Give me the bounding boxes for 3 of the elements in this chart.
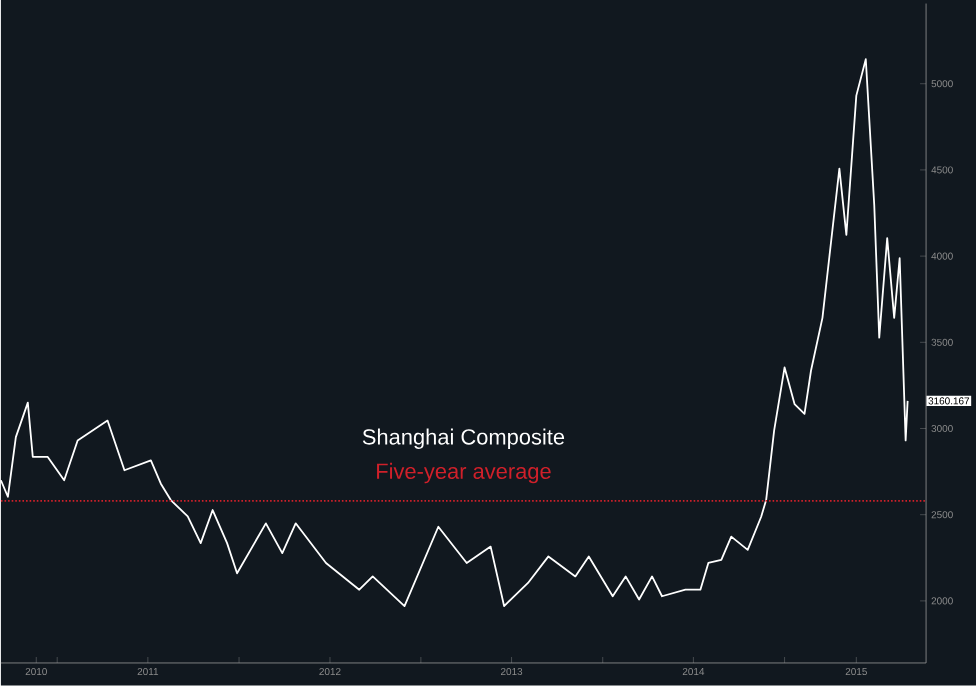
- line-series: [0, 58, 909, 608]
- text: Shanghai Composite: [362, 428, 565, 450]
- ref-line-label: Five-year average: [377, 463, 551, 484]
